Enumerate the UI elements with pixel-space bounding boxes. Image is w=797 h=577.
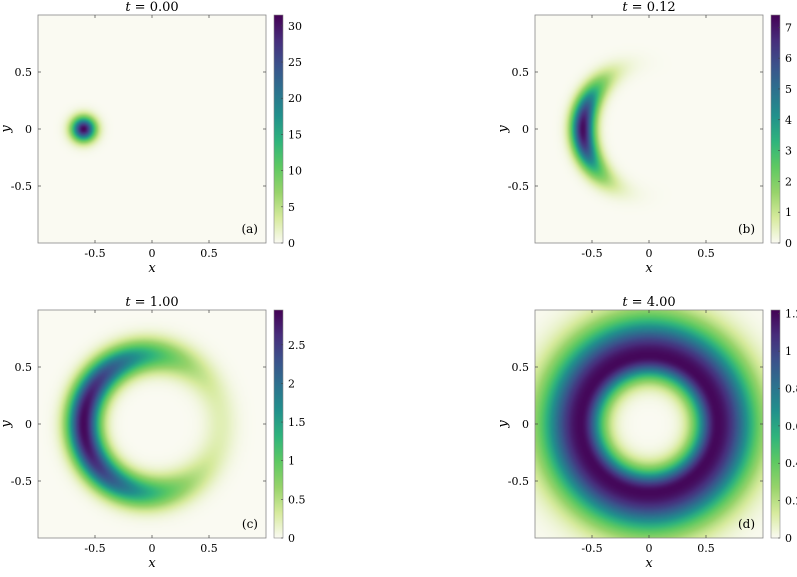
colorbar-tick-label: 2 — [785, 175, 792, 188]
panel-label: (d) — [738, 517, 755, 531]
panel-label: (b) — [738, 222, 755, 236]
y-tick-label: -0.5 — [508, 180, 529, 193]
y-tick-label: 0 — [25, 418, 32, 431]
y-tick-label: -0.5 — [11, 475, 32, 488]
x-tick-label: 0 — [149, 247, 156, 260]
panel-title: t = 4.00 — [622, 295, 675, 310]
panel-d: -0.5 0 0.5 0.5 0 -0.5 x y t = 4.00 (d) 0 0.2 0.4 0.6 0… — [496, 295, 797, 571]
y-tick-label: -0.5 — [11, 180, 32, 193]
y-tick-label: 0 — [522, 418, 529, 431]
colorbar-tick-label: 0 — [288, 237, 295, 250]
colorbar-tick-label: 1 — [288, 455, 295, 468]
y-axis-label: y — [0, 420, 14, 429]
x-axis-label: x — [148, 261, 156, 276]
x-tick-label: 0.5 — [697, 542, 715, 555]
colorbar-tick-label: 1 — [785, 206, 792, 219]
panel-c: -0.5 0 0.5 0.5 0 -0.5 x y t = 1.00 (c) 0 0.5 1 1.5 2 2.… — [0, 295, 306, 571]
colorbar — [770, 14, 781, 244]
heatmap-image — [38, 310, 266, 538]
y-axis-label: y — [0, 125, 14, 134]
colorbar-tick-label: 7 — [785, 21, 792, 34]
y-tick-label: 0.5 — [512, 361, 530, 374]
x-axis-label: x — [645, 261, 653, 276]
x-tick-label: -0.5 — [84, 542, 105, 555]
colorbar — [273, 14, 284, 244]
panel-b: -0.5 0 0.5 0.5 0 -0.5 x y t = 0.12 (b) 0 1 2 3 4 5 6 7 — [496, 0, 792, 276]
title-variable: t — [622, 295, 628, 310]
y-tick-label: 0.5 — [512, 66, 530, 79]
colorbar-tick-label: 2 — [288, 377, 295, 390]
x-tick-label: -0.5 — [581, 542, 602, 555]
colorbar — [770, 309, 781, 539]
y-tick-label: 0.5 — [15, 66, 33, 79]
colorbar-tick-label: 4 — [785, 114, 792, 127]
x-tick-label: 0.5 — [200, 247, 218, 260]
colorbar-tick-label: 0.8 — [785, 382, 797, 395]
title-equals: = — [131, 295, 150, 310]
y-tick-label: -0.5 — [508, 475, 529, 488]
title-variable: t — [125, 0, 131, 15]
colorbar-tick-label: 0.4 — [785, 457, 797, 470]
heatmap-image — [535, 15, 763, 243]
colorbar-tick-label: 5 — [785, 83, 792, 96]
colorbar-tick-label: 15 — [288, 128, 302, 141]
colorbar-tick-label: 0 — [785, 237, 792, 250]
title-equals: = — [131, 0, 150, 15]
title-variable: t — [622, 0, 628, 15]
colorbar-tick-label: 10 — [288, 165, 302, 178]
colorbar-tick-label: 0 — [785, 532, 792, 545]
x-axis-label: x — [645, 556, 653, 571]
colorbar-tick-label: 0.5 — [288, 493, 306, 506]
title-value: 1.00 — [150, 295, 179, 310]
colorbar — [273, 309, 284, 539]
x-tick-label: 0.5 — [697, 247, 715, 260]
colorbar-tick-label: 5 — [288, 201, 295, 214]
title-variable: t — [125, 295, 131, 310]
heatmap-image — [38, 15, 266, 243]
panel-title: t = 0.12 — [622, 0, 675, 15]
y-axis-label: y — [496, 420, 511, 429]
colorbar-tick-label: 2.5 — [288, 339, 306, 352]
y-tick-label: 0 — [25, 123, 32, 136]
x-tick-label: 0 — [646, 542, 653, 555]
colorbar-tick-label: 30 — [288, 20, 302, 33]
panel-label: (c) — [242, 517, 258, 531]
title-value: 0.00 — [150, 0, 179, 15]
x-tick-label: 0 — [149, 542, 156, 555]
colorbar-tick-label: 1.2 — [785, 308, 797, 321]
panel-label: (a) — [241, 222, 258, 236]
colorbar-tick-label: 0.6 — [785, 420, 797, 433]
colorbar-tick-label: 1 — [785, 345, 792, 358]
title-value: 4.00 — [647, 295, 676, 310]
y-tick-label: 0.5 — [15, 361, 33, 374]
title-equals: = — [628, 0, 647, 15]
title-equals: = — [628, 295, 647, 310]
colorbar-tick-label: 1.5 — [288, 416, 306, 429]
colorbar-tick-label: 25 — [288, 56, 302, 69]
y-tick-label: 0 — [522, 123, 529, 136]
panel-title: t = 1.00 — [125, 295, 178, 310]
x-tick-label: 0 — [646, 247, 653, 260]
x-tick-label: 0.5 — [200, 542, 218, 555]
heatmap-image — [535, 310, 763, 538]
colorbar-tick-label: 0 — [288, 532, 295, 545]
panel-a: -0.5 0 0.5 0.5 0 -0.5 x y t = 0.00 (a) 0 5 10 15 20 25 3… — [0, 0, 302, 276]
colorbar-tick-label: 6 — [785, 52, 792, 65]
x-tick-label: -0.5 — [581, 247, 602, 260]
colorbar-tick-label: 3 — [785, 145, 792, 158]
x-axis-label: x — [148, 556, 156, 571]
y-axis-label: y — [496, 125, 511, 134]
panel-title: t = 0.00 — [125, 0, 178, 15]
colorbar-tick-label: 0.2 — [785, 495, 797, 508]
title-value: 0.12 — [647, 0, 676, 15]
colorbar-tick-label: 20 — [288, 92, 302, 105]
x-tick-label: -0.5 — [84, 247, 105, 260]
